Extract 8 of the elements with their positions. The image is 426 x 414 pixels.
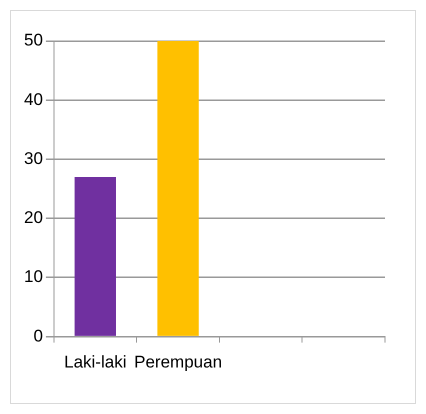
y-tick-label: 20	[24, 208, 43, 228]
x-tick-label: Laki-laki	[64, 352, 126, 372]
y-tick-label: 10	[24, 267, 43, 286]
y-tick-label: 0	[33, 326, 43, 346]
y-tick-label: 30	[24, 148, 43, 168]
y-tick-label: 50	[24, 30, 43, 50]
y-tick-label: 40	[24, 90, 43, 109]
x-tick-label: Perempuan	[134, 352, 222, 372]
